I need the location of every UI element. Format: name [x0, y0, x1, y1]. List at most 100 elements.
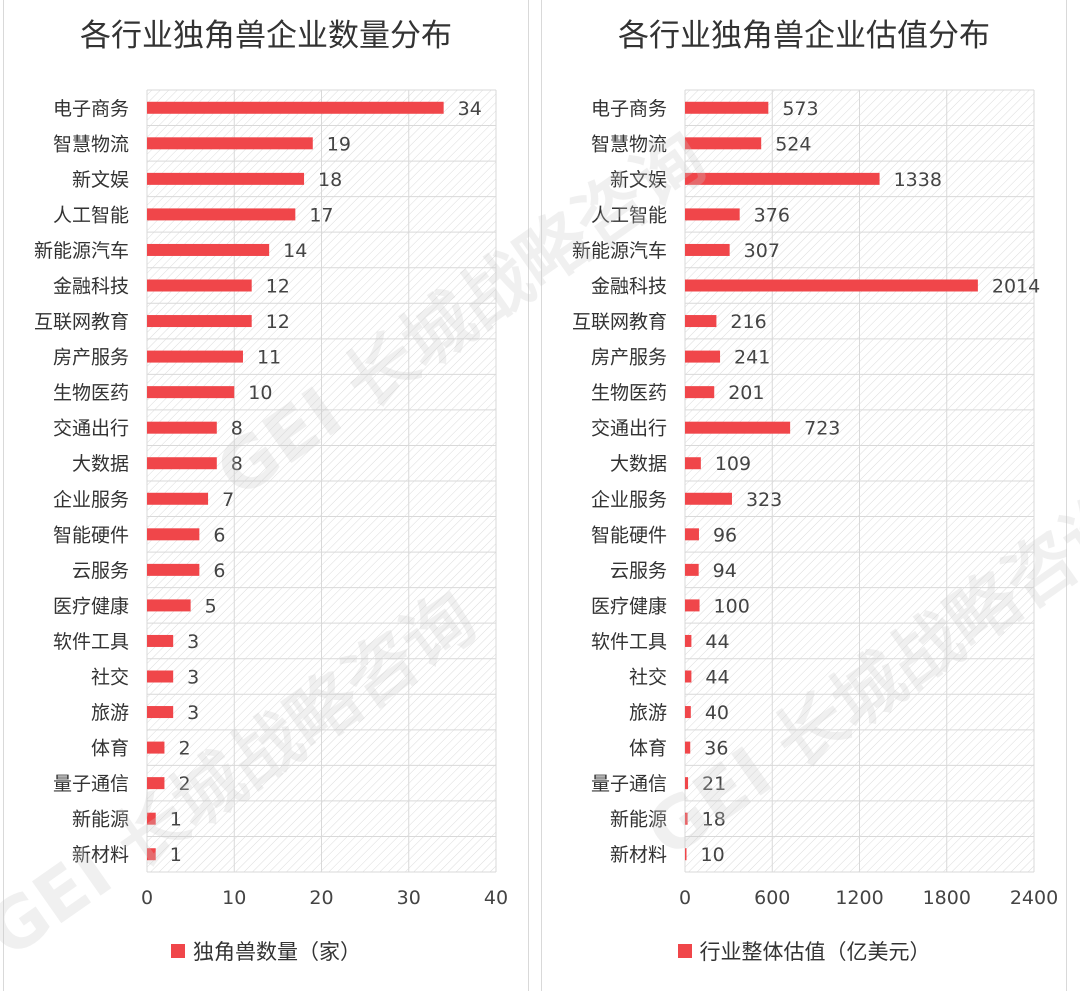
- bar: [147, 706, 174, 719]
- bar: [147, 848, 156, 861]
- data-label: 19: [327, 133, 351, 155]
- data-label: 376: [754, 204, 790, 226]
- category-label: 房产服务: [591, 347, 667, 369]
- data-label: 100: [714, 595, 750, 617]
- chart-title: 各行业独角兽企业估值分布: [618, 18, 990, 54]
- legend-label: 独角兽数量（家）: [193, 940, 361, 964]
- bar: [147, 279, 252, 292]
- x-tick-label: 0: [141, 887, 153, 909]
- data-label: 241: [734, 347, 770, 369]
- bar: [685, 386, 715, 399]
- category-label: 社交: [91, 667, 129, 689]
- data-label: 307: [744, 240, 780, 262]
- data-label: 201: [728, 382, 764, 404]
- data-label: 524: [775, 133, 811, 155]
- bar: [147, 492, 209, 505]
- category-label: 电子商务: [53, 98, 129, 120]
- category-label: 智能硬件: [53, 524, 129, 546]
- bar: [685, 528, 699, 541]
- data-label: 1: [170, 809, 182, 831]
- bar: [147, 243, 270, 256]
- category-label: 金融科技: [53, 276, 129, 298]
- bar: [147, 350, 243, 363]
- data-label: 44: [705, 667, 729, 689]
- category-label: 电子商务: [591, 98, 667, 120]
- bar: [147, 421, 217, 434]
- data-label: 12: [266, 311, 290, 333]
- category-label: 大数据: [610, 453, 667, 475]
- category-label: 智慧物流: [591, 133, 667, 155]
- data-label: 21: [702, 773, 726, 795]
- category-label: 旅游: [91, 702, 129, 724]
- bar: [147, 137, 313, 150]
- bar: [685, 208, 740, 221]
- data-label: 17: [309, 204, 333, 226]
- category-label: 新材料: [610, 844, 667, 866]
- category-label: 软件工具: [591, 631, 667, 653]
- category-label: 云服务: [72, 560, 129, 582]
- bar: [147, 741, 165, 754]
- category-label: 新文娱: [610, 169, 667, 191]
- data-label: 723: [804, 418, 840, 440]
- category-label: 量子通信: [591, 773, 667, 795]
- category-label: 新能源汽车: [572, 240, 667, 262]
- bar: [147, 528, 200, 541]
- bar: [147, 208, 296, 221]
- data-label: 6: [213, 560, 225, 582]
- data-label: 18: [702, 809, 726, 831]
- category-label: 云服务: [610, 560, 667, 582]
- bar: [147, 812, 156, 825]
- chart-legend: 独角兽数量（家）: [4, 936, 528, 966]
- x-tick-label: 20: [309, 887, 333, 909]
- bar: [685, 848, 687, 861]
- bar: [685, 812, 688, 825]
- data-label: 10: [248, 382, 272, 404]
- category-label: 新能源: [72, 809, 129, 831]
- bar: [147, 457, 217, 470]
- data-label: 216: [730, 311, 766, 333]
- bar: [685, 137, 762, 150]
- data-label: 1: [170, 844, 182, 866]
- x-tick-label: 40: [484, 887, 508, 909]
- bar: [685, 457, 701, 470]
- data-label: 3: [187, 702, 199, 724]
- category-label: 互联网教育: [34, 311, 129, 333]
- data-label: 18: [318, 169, 342, 191]
- data-label: 2: [178, 773, 190, 795]
- data-label: 2: [178, 738, 190, 760]
- data-label: 3: [187, 667, 199, 689]
- category-label: 企业服务: [53, 489, 129, 511]
- bar: [685, 670, 692, 683]
- x-tick-label: 10: [222, 887, 246, 909]
- data-label: 8: [231, 453, 243, 475]
- legend-label: 行业整体估值（亿美元）: [699, 940, 931, 964]
- data-label: 323: [746, 489, 782, 511]
- data-label: 40: [705, 702, 729, 724]
- category-label: 新文娱: [72, 169, 129, 191]
- unicorn-count-chart-panel: 各行业独角兽企业数量分布 0 10 20 30 40 电子商务 34 智慧物流 19 新文娱 18 人…: [3, 0, 529, 991]
- bar: [147, 777, 165, 790]
- category-label: 互联网教育: [572, 311, 667, 333]
- unicorn-valuation-chart-panel: 各行业独角兽企业估值分布 0 600 1200 1800 2400 电子商务 573 智慧物流…: [541, 0, 1067, 991]
- bar: [685, 741, 691, 754]
- data-label: 10: [701, 844, 725, 866]
- data-label: 8: [231, 418, 243, 440]
- data-label: 5: [205, 595, 217, 617]
- x-tick-label: 0: [679, 887, 691, 909]
- data-label: 6: [213, 524, 225, 546]
- bar: [685, 421, 791, 434]
- category-label: 智能硬件: [591, 524, 667, 546]
- category-label: 新能源汽车: [34, 240, 129, 262]
- category-label: 企业服务: [591, 489, 667, 511]
- x-tick-label: 1200: [835, 887, 883, 909]
- data-label: 7: [222, 489, 234, 511]
- legend-swatch: [677, 944, 692, 958]
- category-label: 生物医药: [591, 382, 667, 404]
- category-label: 社交: [629, 667, 667, 689]
- unicorn-valuation-bar-chart: 0 600 1200 1800 2400 电子商务 573 智慧物流 524 新文娱 1338 人工智…: [572, 89, 1058, 909]
- category-label: 交通出行: [53, 418, 129, 440]
- category-label: 体育: [91, 738, 129, 760]
- bar: [685, 279, 978, 292]
- category-label: 智慧物流: [53, 133, 129, 155]
- data-label: 12: [266, 276, 290, 298]
